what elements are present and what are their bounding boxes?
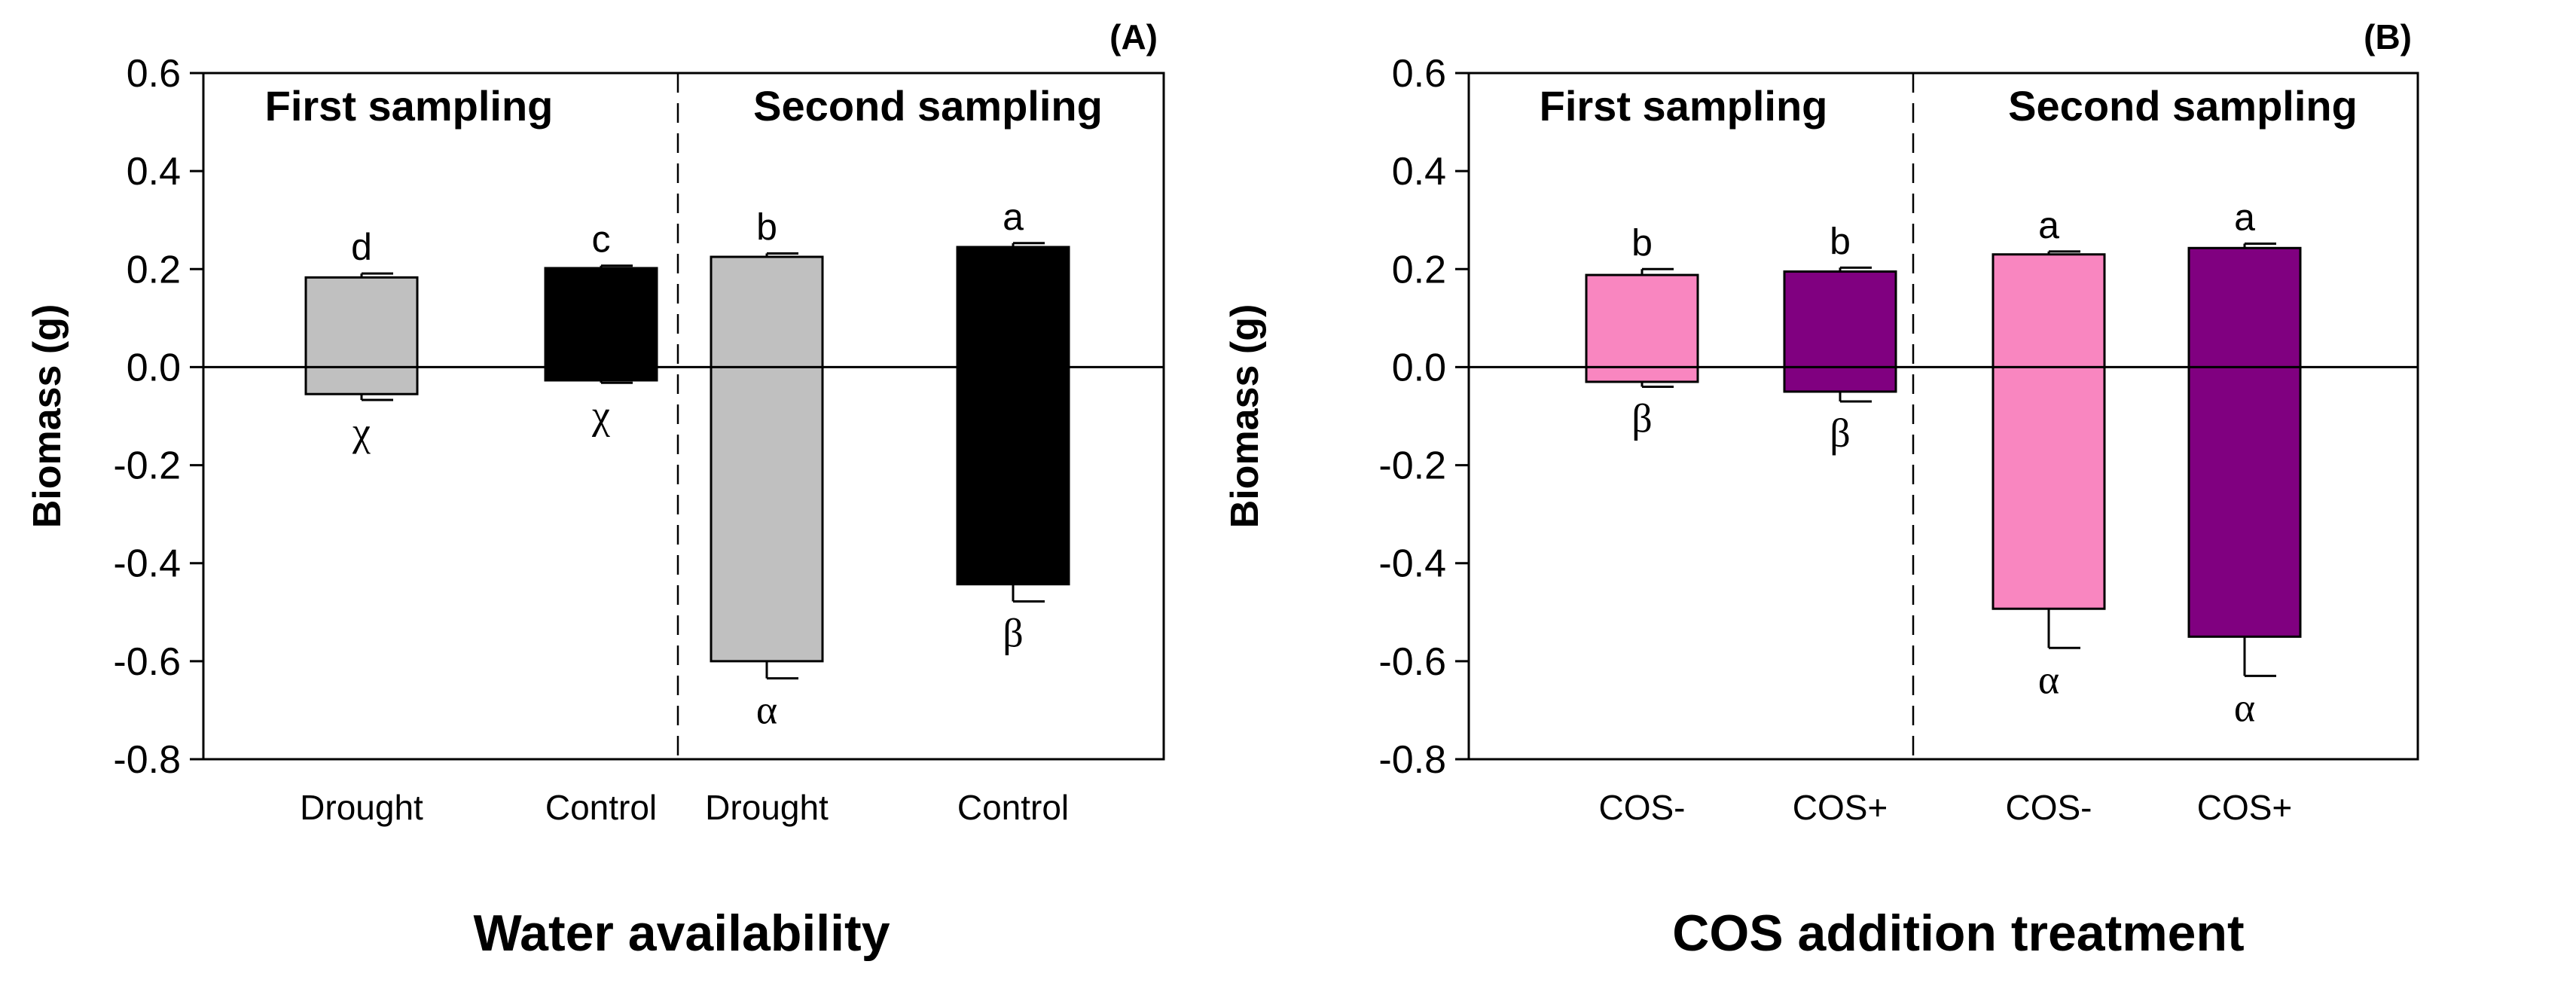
y-tick-label: -0.8 (113, 738, 181, 782)
x-category-label: Drought (300, 788, 423, 827)
plot-frame (202, 72, 1165, 761)
x-category-label: Control (545, 788, 657, 827)
bar-negative (544, 365, 658, 382)
bar-negative (304, 365, 419, 395)
bar-positive (304, 276, 419, 368)
x-category-label: COS+ (1793, 788, 1888, 827)
y-tick-label: 0.6 (127, 52, 181, 96)
section-label: First sampling (1540, 82, 1828, 130)
y-tick-label: 0.0 (127, 346, 181, 389)
y-tick-label: -0.2 (113, 444, 181, 488)
significance-letter-bottom: α (2234, 685, 2255, 730)
significance-letter-top: b (756, 206, 777, 248)
significance-letter-bottom: χ (591, 392, 610, 437)
x-axis-label: Water availability (473, 905, 890, 962)
bar-positive (1783, 270, 1897, 368)
plot-frame (1467, 72, 2419, 761)
bar-positive (1992, 253, 2106, 368)
bar-negative (710, 365, 824, 663)
panel-label: (B) (2364, 17, 2412, 56)
significance-letter-top: b (1830, 220, 1851, 262)
y-tick-label: 0.0 (1392, 346, 1446, 389)
significance-letter-top: b (1631, 221, 1653, 264)
bar-negative (1992, 365, 2106, 610)
bar-positive (544, 267, 658, 368)
bar-positive (710, 255, 824, 368)
y-tick-label: -0.4 (113, 542, 181, 586)
bar-positive (956, 246, 1070, 368)
significance-letter-top: a (2038, 204, 2059, 246)
x-category-label: Control (957, 788, 1069, 827)
significance-letter-top: d (351, 226, 372, 268)
chart-panel-b: 0.6 0.4 0.2 0.0 -0.2 -0.4 -0.6 -0.8 First sampli… (1223, 17, 2419, 962)
y-tick-label: -0.8 (1378, 738, 1446, 782)
significance-letter-bottom: χ (352, 409, 371, 454)
bar-positive (1585, 273, 1699, 368)
y-tick-label: 0.6 (1392, 52, 1446, 96)
y-tick-label: 0.2 (1392, 248, 1446, 291)
section-label: Second sampling (2008, 82, 2358, 130)
significance-letter-bottom: α (2038, 657, 2059, 702)
y-tick-label: 0.2 (127, 248, 181, 291)
y-tick-label: 0.4 (1392, 150, 1446, 194)
x-category-label: COS- (1599, 788, 1686, 827)
y-tick-label: -0.6 (113, 640, 181, 684)
section-label: Second sampling (753, 82, 1103, 130)
x-category-label: COS- (2006, 788, 2092, 827)
y-axis-label: Biomass (g) (26, 304, 69, 529)
y-tick-label: 0.4 (127, 150, 181, 194)
bar-negative (956, 365, 1070, 586)
bar-negative (2187, 365, 2302, 638)
bar-positive (2187, 246, 2302, 368)
significance-letter-bottom: β (1003, 610, 1023, 655)
significance-letter-bottom: β (1631, 395, 1652, 441)
significance-letter-top: a (1003, 196, 1024, 238)
y-axis-label: Biomass (g) (1223, 304, 1267, 529)
bar-negative (1783, 365, 1897, 393)
x-axis-label: COS addition treatment (1672, 905, 2244, 962)
x-category-label: Drought (705, 788, 829, 827)
panel-label: (A) (1109, 17, 1158, 56)
y-tick-label: -0.4 (1378, 542, 1446, 586)
bar-negative (1585, 365, 1699, 383)
significance-letter-top: a (2234, 196, 2255, 238)
x-category-label: COS+ (2197, 788, 2293, 827)
significance-letter-bottom: α (756, 688, 777, 733)
y-tick-label: -0.2 (1378, 444, 1446, 488)
chart-panel-a: 0.6 0.4 0.2 0.0 -0.2 -0.4 -0.6 -0.8 First sampli… (26, 17, 1165, 962)
y-tick-label: -0.6 (1378, 640, 1446, 684)
significance-letter-bottom: β (1830, 410, 1850, 456)
significance-letter-top: c (592, 218, 611, 261)
section-label: First sampling (265, 82, 554, 130)
